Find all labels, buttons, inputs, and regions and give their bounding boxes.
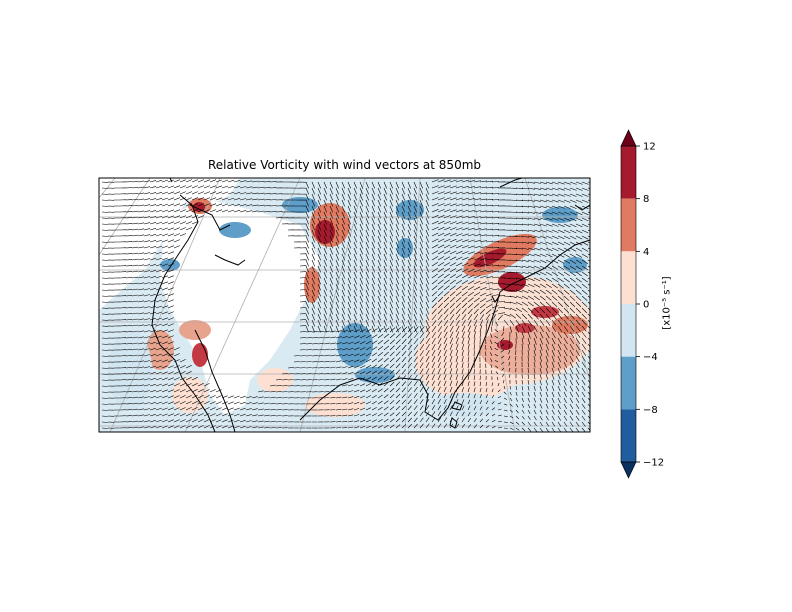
colorbar-segment — [621, 356, 636, 410]
masked-terrain — [160, 200, 320, 415]
colorbar-tick-label: 4 — [643, 247, 649, 258]
colorbar: 12 8 4 0 −4 −8 −12 — [620, 129, 664, 479]
colorbar-segment — [621, 146, 636, 199]
colorbar-tick-label: −8 — [643, 405, 658, 416]
wind-vectors — [101, 179, 590, 432]
colorbar-segment — [621, 251, 636, 304]
colorbar-segment — [621, 409, 636, 462]
colorbar-extend-min — [620, 461, 637, 479]
colorbar-tick-label: 0 — [643, 300, 649, 311]
wind-vector-field — [101, 179, 590, 432]
map-frame — [98, 177, 591, 433]
masked-terrain-north — [180, 178, 240, 205]
colorbar-tick-label: 12 — [643, 142, 656, 153]
map-title: Relative Vorticity with wind vectors at … — [207, 158, 482, 172]
coastlines — [151, 178, 590, 432]
colorbar-tick-label: −4 — [643, 352, 658, 363]
colorbar-label: [x10⁻⁵ s⁻¹] — [661, 276, 673, 330]
colorbar-segment — [621, 198, 636, 252]
colorbar-tick-label: −12 — [643, 458, 664, 469]
colorbar-segment — [621, 304, 636, 357]
colorbar-extend-max — [620, 129, 637, 147]
graticule — [99, 178, 590, 432]
colorbar-tick-label: 8 — [643, 194, 649, 205]
